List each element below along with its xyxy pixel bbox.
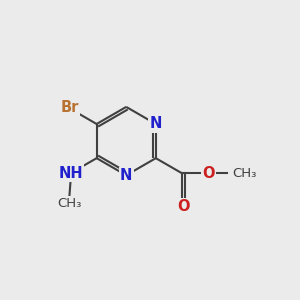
Text: CH₃: CH₃ xyxy=(57,197,82,210)
Text: NH: NH xyxy=(58,166,83,181)
Text: O: O xyxy=(177,199,189,214)
Text: CH₃: CH₃ xyxy=(232,167,256,179)
Text: Br: Br xyxy=(60,100,79,115)
Text: O: O xyxy=(202,166,214,181)
Text: N: N xyxy=(150,116,162,131)
Text: N: N xyxy=(120,168,132,183)
